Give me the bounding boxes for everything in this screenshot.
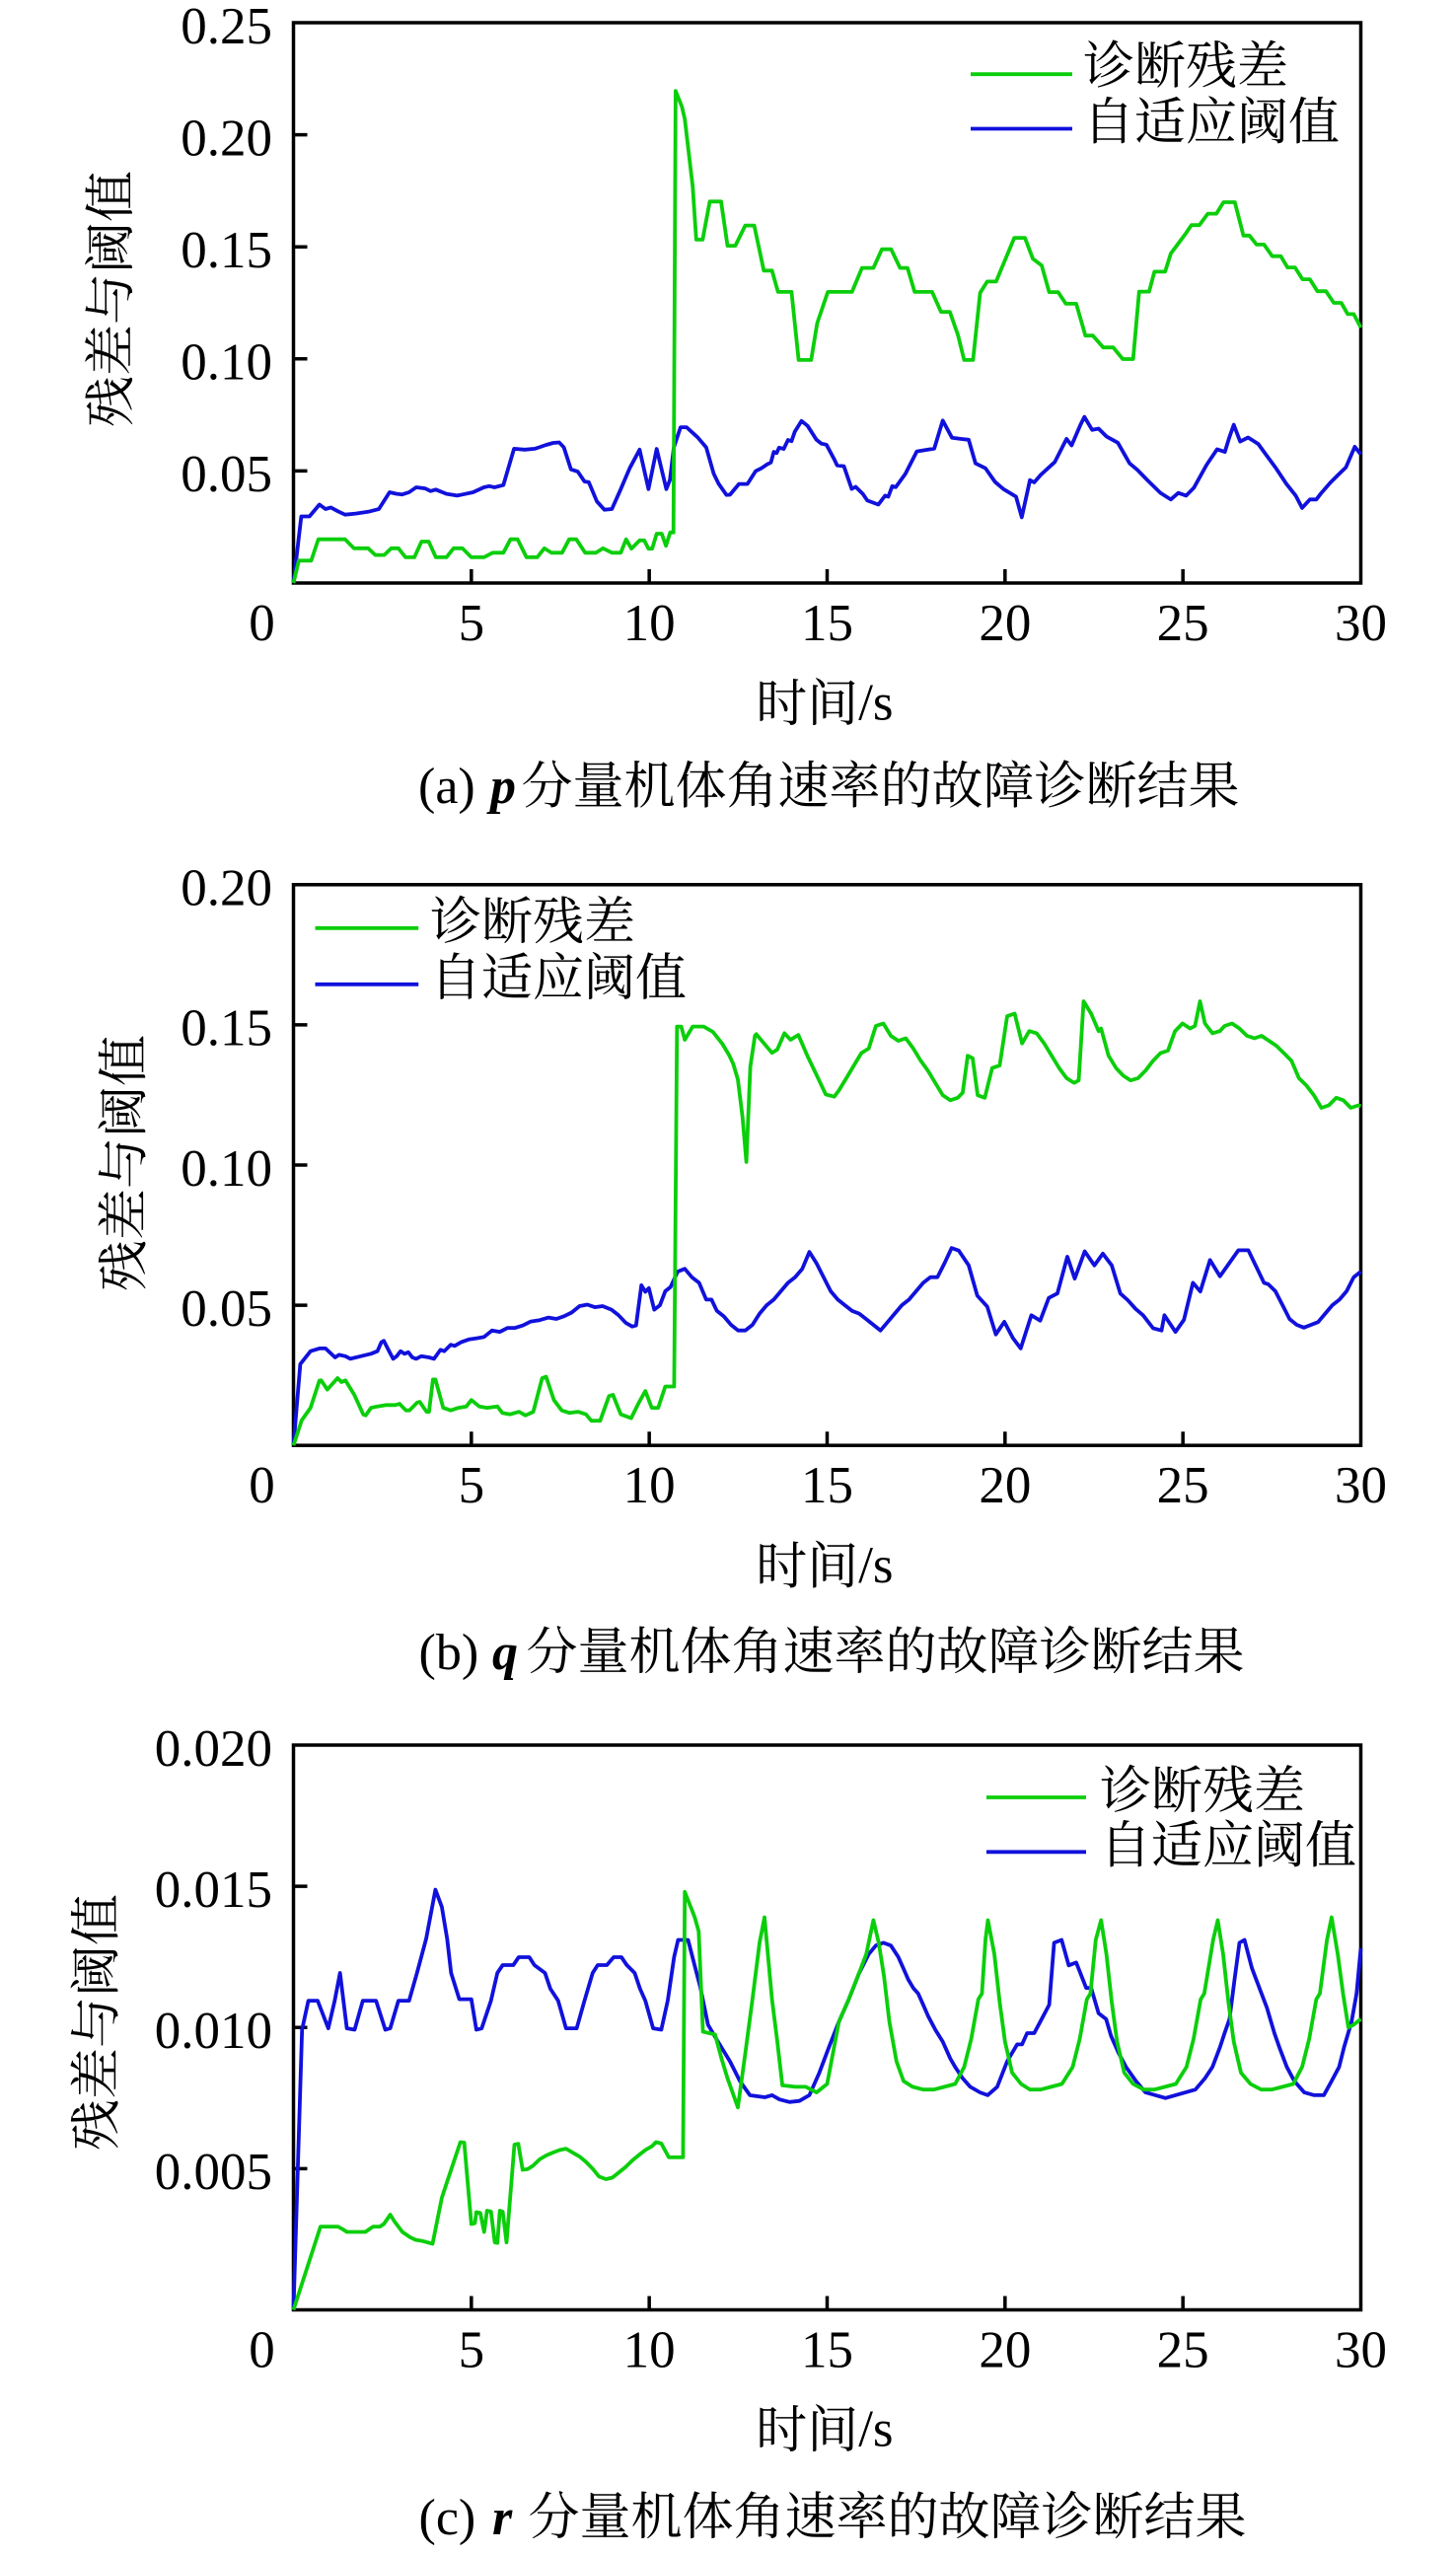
svg-text:0.15: 0.15 xyxy=(181,222,272,279)
svg-text:20: 20 xyxy=(979,2322,1031,2379)
svg-text:0.010: 0.010 xyxy=(155,2003,272,2060)
svg-text:(c): (c) xyxy=(419,2490,476,2546)
svg-text:30: 30 xyxy=(1335,595,1387,652)
svg-text:30: 30 xyxy=(1335,2322,1387,2379)
svg-text:0.20: 0.20 xyxy=(181,860,272,917)
svg-text:15: 15 xyxy=(801,595,853,652)
svg-text:20: 20 xyxy=(979,595,1031,652)
svg-text:/s: /s xyxy=(858,675,893,732)
svg-text:0.05: 0.05 xyxy=(181,1280,272,1338)
svg-text:0.20: 0.20 xyxy=(181,110,272,167)
svg-text:25: 25 xyxy=(1157,1457,1209,1514)
svg-text:0.25: 0.25 xyxy=(181,0,272,55)
svg-text:(b): (b) xyxy=(419,1625,479,1681)
svg-text:20: 20 xyxy=(979,1457,1031,1514)
svg-text:25: 25 xyxy=(1157,595,1209,652)
svg-text:15: 15 xyxy=(801,2322,853,2379)
svg-text:10: 10 xyxy=(623,595,676,652)
svg-text:5: 5 xyxy=(459,2322,485,2379)
svg-text:r: r xyxy=(492,2490,513,2546)
svg-text:0.05: 0.05 xyxy=(181,446,272,503)
svg-text:10: 10 xyxy=(623,2322,676,2379)
svg-text:0: 0 xyxy=(249,2322,275,2379)
svg-text:0.10: 0.10 xyxy=(181,334,272,392)
svg-text:(a): (a) xyxy=(418,759,475,815)
svg-text:/s: /s xyxy=(858,1537,893,1594)
svg-text:0: 0 xyxy=(249,1457,275,1514)
svg-text:0.015: 0.015 xyxy=(155,1862,272,1919)
svg-text:5: 5 xyxy=(459,1457,485,1514)
svg-text:5: 5 xyxy=(459,595,485,652)
svg-text:q: q xyxy=(492,1625,518,1681)
svg-text:/s: /s xyxy=(858,2401,893,2458)
svg-text:0.10: 0.10 xyxy=(181,1140,272,1198)
svg-text:p: p xyxy=(486,759,516,815)
svg-text:0.15: 0.15 xyxy=(181,1000,272,1058)
svg-text:0: 0 xyxy=(249,595,275,652)
svg-text:0.005: 0.005 xyxy=(155,2144,272,2201)
svg-text:0.020: 0.020 xyxy=(155,1720,272,1778)
svg-text:25: 25 xyxy=(1157,2322,1209,2379)
svg-text:15: 15 xyxy=(801,1457,853,1514)
svg-text:30: 30 xyxy=(1335,1457,1387,1514)
svg-text:10: 10 xyxy=(623,1457,676,1514)
